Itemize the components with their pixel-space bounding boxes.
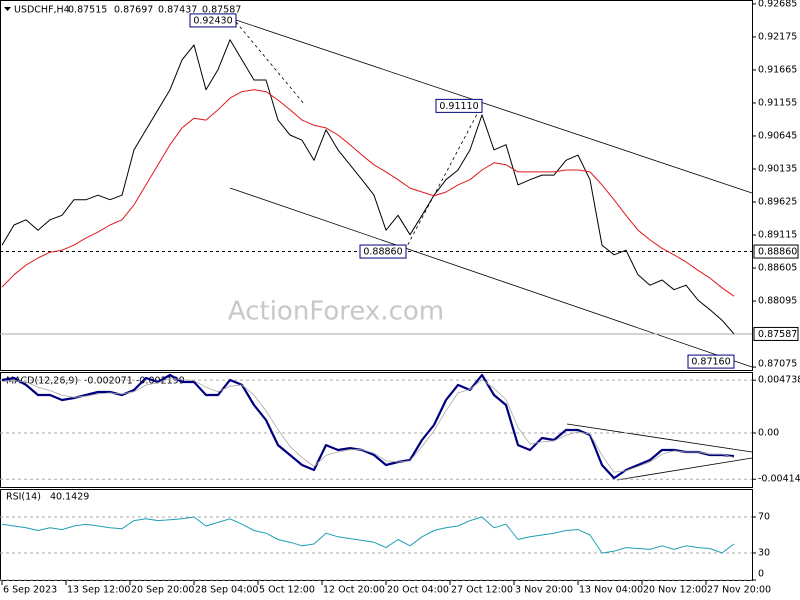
x-tick-label: 20 Nov 12:00 [643, 585, 707, 596]
y-tick-label: 0.91665 [758, 64, 797, 75]
series-line [1, 378, 735, 473]
annotation-label: 0.91110 [439, 101, 478, 112]
high: 0.87697 [114, 5, 153, 16]
level-label: 0.87587 [758, 329, 797, 340]
x-tick-label: 28 Sep 04:00 [195, 585, 258, 596]
x-tick-label: 13 Sep 12:00 [67, 585, 130, 596]
x-tick-label: 5 Oct 12:00 [259, 585, 315, 596]
macd-panel [0, 372, 753, 488]
zigzag [404, 102, 484, 251]
x-tick-label: 3 Nov 20:00 [515, 585, 573, 596]
y-tick-label: 0 [758, 569, 764, 580]
y-tick-label: 0.92685 [758, 0, 797, 9]
level-box [753, 244, 799, 259]
channel-lower [229, 187, 753, 368]
open: 0.87515 [68, 5, 107, 16]
y-tick-label: 0.90135 [758, 163, 797, 174]
series-line [1, 39, 735, 335]
y-tick-label: 0.90645 [758, 130, 797, 141]
price-panel [0, 0, 753, 371]
x-tick-label: 20 Sep 20:00 [131, 585, 194, 596]
level-box [753, 326, 799, 341]
rsi-value: 40.1429 [50, 492, 89, 503]
series-line [1, 516, 735, 554]
x-tick-label: 20 Oct 04:00 [387, 585, 449, 596]
close: 0.87587 [202, 5, 241, 16]
x-tick-label: 27 Nov 20:00 [707, 585, 771, 596]
macd-trendline [566, 423, 753, 453]
annotation-label: 0.88860 [363, 247, 402, 258]
annotation-box [189, 13, 237, 28]
x-tick-label: 27 Oct 12:00 [451, 585, 513, 596]
macd-trendline [616, 457, 753, 481]
series-line [1, 89, 735, 297]
annotation-box [687, 354, 735, 369]
symbol-icon [4, 7, 11, 11]
rsi-panel [0, 489, 753, 581]
y-tick-label: 0.87075 [758, 359, 797, 370]
y-tick-label: 0.89625 [758, 197, 797, 208]
y-tick-label: 0.88095 [758, 296, 797, 307]
watermark: ActionForex.com [228, 297, 444, 327]
y-tick-label: 0.88605 [758, 263, 797, 274]
y-tick-label: 0.92175 [758, 31, 797, 42]
y-tick-label: 0.00 [758, 428, 779, 439]
rsi-title: RSI(14) [6, 492, 41, 503]
annotation-box [359, 244, 407, 259]
annotation-label: 0.92430 [193, 15, 232, 26]
x-tick-label: 13 Nov 04:00 [579, 585, 643, 596]
y-tick-label: 0.89115 [758, 230, 797, 241]
x-tick-label: 12 Oct 20:00 [323, 585, 385, 596]
low: 0.87437 [158, 5, 197, 16]
y-tick-label: 0.004738 [758, 375, 800, 386]
series-line [1, 373, 735, 480]
channel-upper [235, 19, 753, 194]
y-tick-label: 70 [758, 512, 770, 523]
annotation-box [435, 98, 483, 113]
macd-title: MACD(12,26,9) [6, 376, 78, 387]
level-label: 0.88860 [758, 247, 797, 258]
y-tick-label: -0.004144 [758, 474, 800, 485]
y-tick-label: 0.91155 [758, 97, 797, 108]
annotation-label: 0.87160 [691, 357, 730, 368]
chart-title: USDCHF,H4 [14, 5, 70, 16]
macd-value: -0.002071 [84, 376, 133, 387]
x-tick-label: 6 Sep 2023 [3, 585, 57, 596]
y-tick-label: 30 [758, 548, 770, 559]
